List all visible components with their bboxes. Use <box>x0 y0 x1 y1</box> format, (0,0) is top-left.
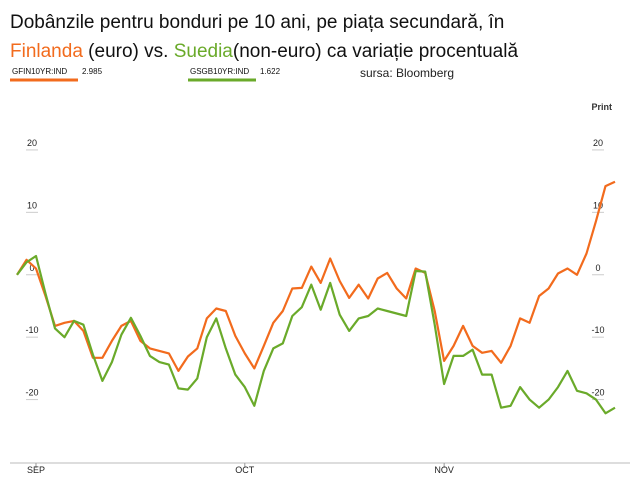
title-part: (euro) vs. <box>83 41 174 62</box>
chart-title: Finlanda (euro) vs. Suedia(non-euro) ca … <box>10 41 518 62</box>
legend-value: 2.985 <box>82 67 103 76</box>
y-tick-label: -20 <box>25 388 38 398</box>
series-line <box>16 254 616 415</box>
x-tick-label: SEP <box>27 465 45 475</box>
legend-label: GFIN10YR:IND <box>12 67 67 76</box>
legend-value: 1.622 <box>260 67 281 76</box>
y-tick-label: 10 <box>27 200 37 210</box>
chart-title: Dobânzile pentru bonduri pe 10 ani, pe p… <box>10 12 504 33</box>
legend-label: GSGB10YR:IND <box>190 67 249 76</box>
print-button[interactable]: Print <box>591 102 612 112</box>
y-tick-label: -20 <box>591 388 604 398</box>
y-tick-label: 20 <box>593 138 603 148</box>
title-part: Finlanda <box>10 41 83 62</box>
y-tick-label: -10 <box>25 325 38 335</box>
y-tick-label: 0 <box>595 263 600 273</box>
title-part: (non-euro) ca variație procentuală <box>233 41 519 62</box>
y-tick-label: -10 <box>591 325 604 335</box>
series-line <box>16 180 616 372</box>
source: sursa: Bloomberg <box>360 66 454 80</box>
y-tick-label: 0 <box>29 263 34 273</box>
title-part: Suedia <box>174 41 234 62</box>
y-tick-label: 10 <box>593 200 603 210</box>
x-tick-label: OCT <box>235 465 255 475</box>
y-tick-label: 20 <box>27 138 37 148</box>
x-tick-label: NOV <box>434 465 454 475</box>
